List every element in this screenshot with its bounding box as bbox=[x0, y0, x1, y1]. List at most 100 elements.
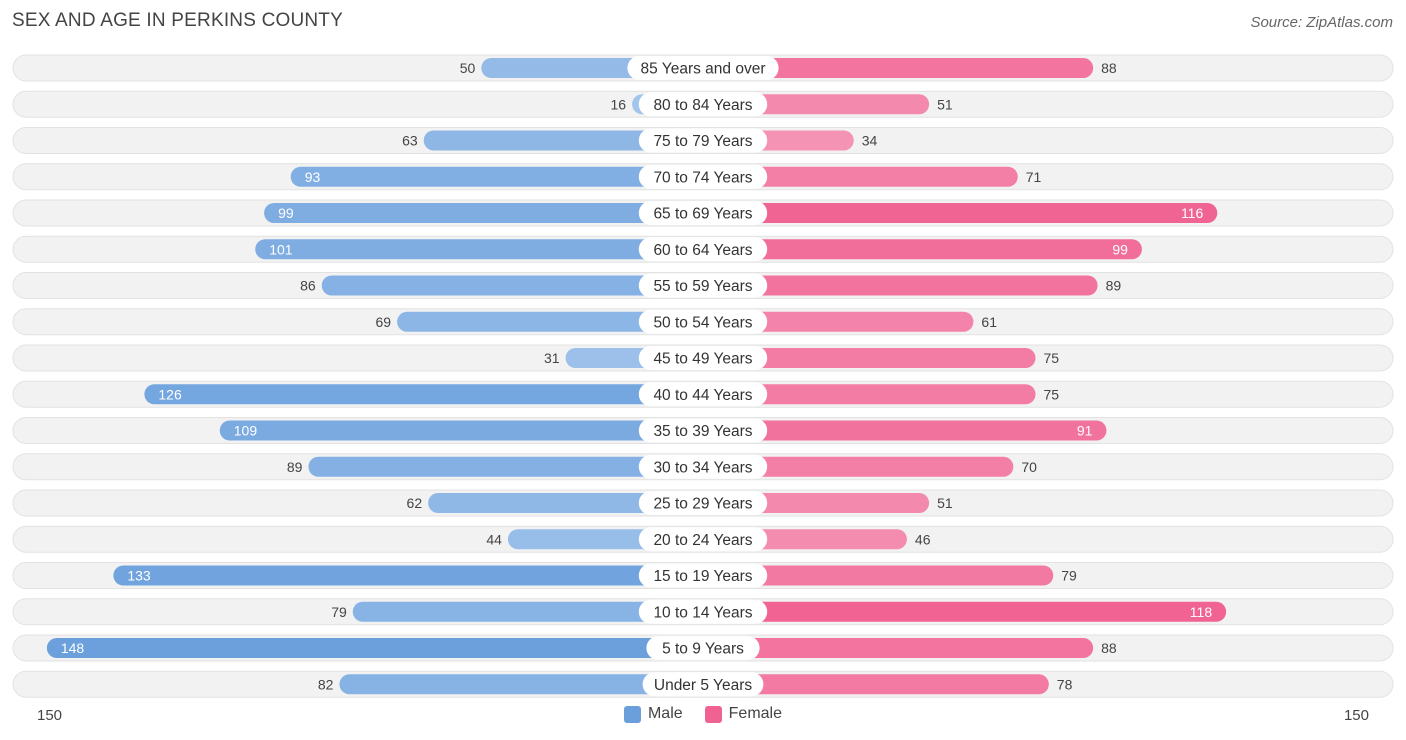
value-label-male: 126 bbox=[158, 386, 182, 402]
value-label-male: 82 bbox=[318, 676, 334, 692]
category-label: 85 Years and over bbox=[641, 61, 766, 78]
value-label-male: 63 bbox=[402, 133, 418, 149]
value-label-female: 89 bbox=[1106, 278, 1122, 294]
value-label-female: 75 bbox=[1044, 386, 1060, 402]
value-label-male: 69 bbox=[376, 314, 392, 330]
value-label-female: 46 bbox=[915, 531, 931, 547]
category-label: 20 to 24 Years bbox=[653, 532, 752, 549]
bar-female bbox=[693, 58, 1094, 78]
bar-female bbox=[693, 348, 1036, 368]
category-label-bg bbox=[638, 346, 768, 370]
value-label-female: 116 bbox=[1181, 205, 1204, 221]
value-label-male: 62 bbox=[407, 495, 423, 511]
category-label: 70 to 74 Years bbox=[653, 169, 752, 186]
category-label-bg bbox=[642, 672, 764, 697]
bar-male bbox=[352, 601, 713, 622]
category-label: 25 to 29 Years bbox=[653, 496, 752, 513]
category-label: 55 to 59 Years bbox=[653, 278, 752, 295]
value-label-male: 109 bbox=[234, 423, 258, 439]
value-label-female: 118 bbox=[1190, 604, 1213, 620]
value-label-female: 71 bbox=[1026, 169, 1042, 185]
category-label: 45 to 49 Years bbox=[653, 351, 752, 368]
value-label-female: 91 bbox=[1077, 423, 1093, 439]
chart-legend: Male Female bbox=[0, 705, 1406, 723]
value-label-male: 31 bbox=[544, 350, 560, 366]
value-label-male: 93 bbox=[305, 169, 321, 185]
category-label: 15 to 19 Years bbox=[653, 568, 752, 585]
bar-male bbox=[290, 166, 713, 187]
bar-female bbox=[693, 565, 1054, 586]
category-label-bg bbox=[638, 491, 768, 515]
bar-female bbox=[693, 420, 1107, 441]
value-label-male: 101 bbox=[269, 241, 293, 257]
bar-female bbox=[693, 601, 1227, 622]
category-label-bg bbox=[627, 56, 779, 80]
category-label: 35 to 39 Years bbox=[653, 423, 752, 440]
bar-female bbox=[693, 384, 1036, 405]
value-label-male: 99 bbox=[278, 205, 294, 221]
category-label: 30 to 34 Years bbox=[653, 459, 752, 476]
bar-female bbox=[693, 203, 1218, 223]
category-label: 75 to 79 Years bbox=[653, 133, 752, 150]
value-label-female: 78 bbox=[1057, 676, 1073, 692]
legend-label-female: Female bbox=[728, 705, 783, 722]
legend-label-male: Male bbox=[647, 705, 683, 722]
bar-male bbox=[113, 565, 713, 586]
category-label: 65 to 69 Years bbox=[653, 206, 752, 223]
category-label-bg bbox=[638, 164, 768, 189]
chart-title: SEX AND AGE IN PERKINS COUNTY bbox=[12, 10, 343, 31]
legend-item-female[interactable]: Female bbox=[704, 705, 783, 723]
category-label: 40 to 44 Years bbox=[653, 387, 752, 404]
value-label-male: 86 bbox=[300, 278, 316, 294]
axis-right-max-label: 150 bbox=[1343, 707, 1369, 724]
value-label-female: 88 bbox=[1101, 60, 1117, 76]
category-label: 5 to 9 Years bbox=[662, 641, 744, 658]
bar-male bbox=[46, 638, 714, 658]
value-label-male: 133 bbox=[127, 568, 151, 584]
value-label-male: 79 bbox=[331, 604, 347, 620]
category-label-bg bbox=[638, 418, 768, 443]
legend-swatch-male bbox=[623, 705, 641, 723]
category-label-bg bbox=[638, 563, 768, 588]
bar-male bbox=[321, 275, 713, 296]
category-label-bg bbox=[638, 527, 768, 552]
category-label-bg bbox=[638, 599, 768, 624]
bar-female bbox=[693, 456, 1014, 477]
category-label-bg bbox=[638, 309, 768, 334]
bar-female bbox=[693, 674, 1049, 695]
bar-female bbox=[693, 275, 1098, 296]
value-label-female: 34 bbox=[862, 133, 878, 149]
value-label-female: 51 bbox=[937, 96, 953, 112]
category-label: 80 to 84 Years bbox=[653, 97, 752, 114]
category-label-bg bbox=[646, 636, 760, 660]
bar-female bbox=[693, 638, 1094, 658]
bar-male bbox=[397, 311, 713, 332]
value-label-male: 50 bbox=[460, 60, 476, 76]
category-label: Under 5 Years bbox=[654, 677, 752, 694]
value-label-male: 16 bbox=[610, 96, 626, 112]
category-label: 60 to 64 Years bbox=[653, 242, 752, 259]
category-label-bg bbox=[638, 454, 768, 479]
value-label-female: 51 bbox=[937, 495, 953, 511]
value-label-female: 61 bbox=[981, 314, 997, 330]
bar-male bbox=[339, 674, 713, 695]
category-label-bg bbox=[638, 128, 768, 153]
value-label-female: 99 bbox=[1112, 241, 1128, 257]
value-label-female: 88 bbox=[1101, 640, 1117, 656]
value-label-male: 89 bbox=[287, 459, 303, 475]
value-label-female: 70 bbox=[1021, 459, 1037, 475]
bar-male bbox=[219, 420, 713, 441]
category-label-bg bbox=[638, 237, 768, 262]
bar-male bbox=[255, 239, 713, 260]
legend-item-male[interactable]: Male bbox=[623, 705, 683, 723]
value-label-female: 75 bbox=[1044, 350, 1060, 366]
chart-source: Source: ZipAtlas.com bbox=[1250, 14, 1393, 31]
category-label-bg bbox=[638, 92, 768, 117]
category-label: 50 to 54 Years bbox=[653, 314, 752, 331]
value-label-male: 44 bbox=[486, 531, 502, 547]
axis-left-max-label: 150 bbox=[37, 707, 63, 724]
bar-male bbox=[308, 456, 713, 477]
value-label-male: 148 bbox=[61, 640, 85, 656]
category-label-bg bbox=[638, 382, 768, 407]
